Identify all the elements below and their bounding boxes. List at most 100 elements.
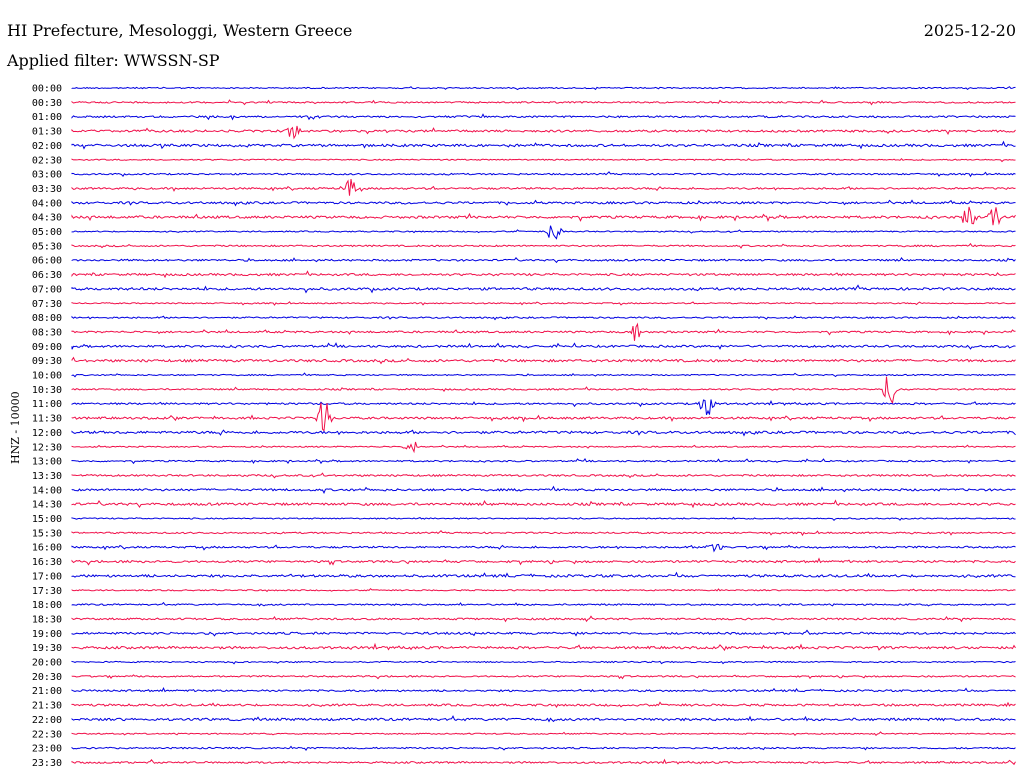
- trace-line: [71, 429, 1016, 437]
- trace-line: [71, 557, 1016, 566]
- row-time-label: 09:30: [32, 356, 62, 367]
- trace-line: [71, 284, 1016, 294]
- row-time-label: 07:30: [32, 299, 62, 310]
- trace-line: [71, 543, 1016, 553]
- trace-line: [71, 660, 1016, 665]
- row-time-label: 17:00: [32, 571, 62, 582]
- row-time-label: 14:00: [32, 485, 62, 496]
- row-time-label: 19:30: [32, 643, 62, 654]
- row-time-label: 02:30: [32, 155, 62, 166]
- trace-line: [71, 529, 1016, 537]
- station-title: HI Prefecture, Mesologgi, Western Greece: [7, 21, 353, 40]
- trace-line: [71, 113, 1016, 121]
- trace-line: [71, 270, 1016, 279]
- trace-line: [71, 615, 1016, 623]
- row-time-label: 06:30: [32, 270, 62, 281]
- trace-line: [71, 642, 1016, 652]
- trace-line: [71, 516, 1016, 522]
- trace-line: [71, 731, 1016, 737]
- row-time-label: 04:00: [32, 198, 62, 209]
- trace-line: [71, 601, 1016, 607]
- trace-line: [71, 701, 1016, 708]
- trace-line: [71, 629, 1016, 637]
- row-time-label: 11:30: [32, 414, 62, 425]
- row-time-label: 22:00: [32, 715, 62, 726]
- row-time-label: 00:00: [32, 84, 62, 95]
- trace-line: [71, 206, 1016, 226]
- row-time-label: 19:00: [32, 629, 62, 640]
- row-time-label: 00:30: [32, 98, 62, 109]
- trace-line: [71, 301, 1016, 306]
- filter-label: Applied filter: WWSSN-SP: [7, 51, 220, 70]
- trace-line: [71, 171, 1016, 178]
- row-time-label: 04:30: [32, 213, 62, 224]
- row-time-label: 21:30: [32, 701, 62, 712]
- row-time-label: 15:00: [32, 514, 62, 525]
- trace-line: [71, 441, 1016, 454]
- trace-line: [71, 499, 1016, 509]
- trace-line: [71, 715, 1016, 723]
- row-time-label: 02:00: [32, 141, 62, 152]
- trace-line: [71, 179, 1016, 196]
- row-time-label: 21:00: [32, 686, 62, 697]
- row-time-label: 01:30: [32, 127, 62, 138]
- trace-line: [71, 99, 1016, 106]
- trace-line: [71, 674, 1016, 680]
- row-time-label: 15:30: [32, 528, 62, 539]
- trace-line: [71, 157, 1016, 163]
- row-time-label: 14:30: [32, 500, 62, 511]
- trace-line: [71, 372, 1016, 378]
- row-time-label: 11:00: [32, 399, 62, 410]
- trace-line: [71, 571, 1016, 579]
- trace-line: [71, 140, 1016, 150]
- trace-line: [71, 472, 1016, 479]
- row-time-label: 08:30: [32, 327, 62, 338]
- trace-line: [71, 125, 1016, 140]
- row-time-label: 13:00: [32, 457, 62, 468]
- row-time-label: 03:30: [32, 184, 62, 195]
- trace-line: [71, 588, 1016, 593]
- trace-line: [71, 257, 1016, 264]
- row-time-label: 06:00: [32, 256, 62, 267]
- trace-line: [71, 402, 1016, 432]
- row-time-label: 16:30: [32, 557, 62, 568]
- row-time-label: 18:30: [32, 614, 62, 625]
- row-time-label: 08:00: [32, 313, 62, 324]
- row-time-label: 17:30: [32, 586, 62, 597]
- trace-line: [71, 342, 1016, 350]
- row-time-label: 13:30: [32, 471, 62, 482]
- row-time-label: 12:00: [32, 428, 62, 439]
- trace-line: [71, 199, 1016, 207]
- trace-line: [71, 745, 1016, 751]
- trace-line: [71, 225, 1016, 240]
- row-time-label: 10:00: [32, 371, 62, 382]
- trace-line: [71, 242, 1016, 249]
- row-time-label: 12:30: [32, 442, 62, 453]
- row-time-label: 23:00: [32, 744, 62, 755]
- trace-line: [71, 485, 1016, 494]
- row-time-label: 20:00: [32, 658, 62, 669]
- row-time-label: 10:30: [32, 385, 62, 396]
- trace-line: [71, 376, 1016, 405]
- row-time-label: 22:30: [32, 729, 62, 740]
- trace-line: [71, 356, 1016, 365]
- trace-line: [71, 315, 1016, 321]
- row-time-label: 16:00: [32, 543, 62, 554]
- trace-line: [71, 687, 1016, 693]
- row-time-label: 09:00: [32, 342, 62, 353]
- trace-line: [71, 457, 1016, 465]
- row-time-label: 03:00: [32, 170, 62, 181]
- row-time-label: 23:30: [32, 758, 62, 769]
- row-time-label: 05:30: [32, 241, 62, 252]
- row-time-label: 07:00: [32, 284, 62, 295]
- row-time-label: 01:00: [32, 112, 62, 123]
- date-label: 2025-12-20: [923, 21, 1016, 40]
- row-time-label: 05:00: [32, 227, 62, 238]
- trace-line: [71, 758, 1016, 766]
- trace-line: [71, 399, 1016, 415]
- row-time-label: 20:30: [32, 672, 62, 683]
- trace-line: [71, 322, 1016, 341]
- row-time-label: 18:00: [32, 600, 62, 611]
- trace-line: [71, 86, 1016, 91]
